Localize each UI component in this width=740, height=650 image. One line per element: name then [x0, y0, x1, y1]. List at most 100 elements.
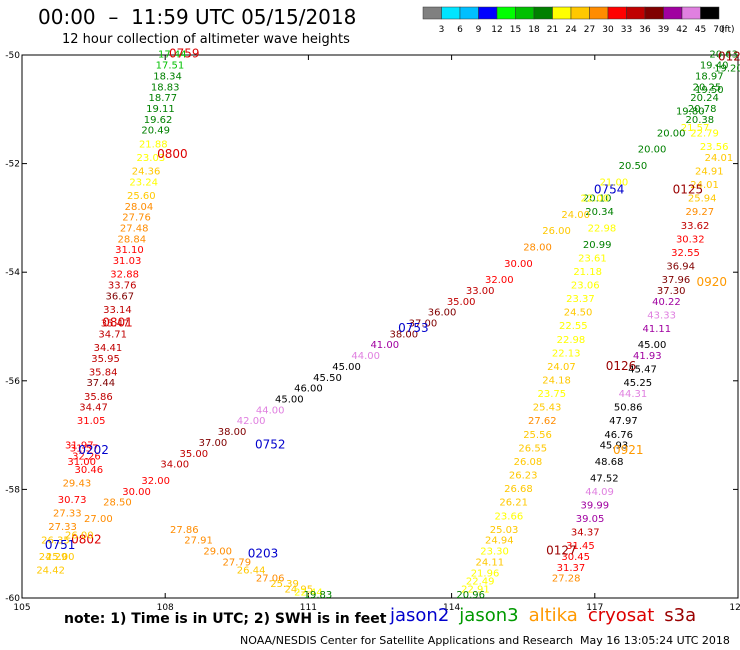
swh-value-label: 46.00 [294, 384, 323, 395]
y-tick-label: -56 [5, 377, 20, 387]
swh-value-label: 27.62 [528, 416, 557, 427]
page-subtitle: 12 hour collection of altimeter wave hei… [62, 32, 350, 47]
colorbar-unit: (ft) [721, 25, 735, 35]
swh-value-label: 18.77 [148, 93, 177, 104]
swh-value-label: 45.00 [332, 362, 361, 373]
swh-value-label: 47.52 [590, 473, 619, 484]
swh-value-label: 35.00 [447, 297, 476, 308]
y-tick-label: -52 [5, 160, 20, 170]
swh-value-label: 45.50 [313, 373, 342, 384]
swh-value-label: 35.86 [84, 392, 113, 403]
swh-value-label: 23.37 [566, 294, 595, 305]
swh-value-label: 32.55 [671, 248, 700, 259]
swh-value-label: 21.18 [573, 267, 602, 278]
x-tick-label: 114 [443, 603, 460, 613]
swh-value-label: 24.50 [564, 308, 593, 319]
legend-entry: cryosat [587, 605, 655, 626]
swh-value-label: 20.49 [141, 126, 170, 137]
swh-value-label: 26.55 [518, 443, 547, 454]
pass-time-label: 0203 [248, 546, 279, 560]
swh-value-label: 20.24 [690, 93, 719, 104]
swh-value-label: 26.44 [237, 566, 266, 577]
swh-value-label: 27.86 [170, 525, 199, 536]
page-title: 00:00 – 11:59 UTC 05/15/2018 [38, 5, 357, 29]
swh-value-label: 33.62 [681, 221, 710, 232]
credit-line: NOAA/NESDIS Center for Satellite Applica… [240, 634, 574, 647]
colorbar-tick: 27 [584, 25, 595, 35]
colorbar-tick: 18 [528, 25, 540, 35]
swh-value-label: 23.66 [495, 511, 524, 522]
swh-value-label: 44.00 [351, 351, 380, 362]
swh-value-label: 25.43 [533, 403, 562, 414]
swh-value-label: 19.40 [700, 61, 729, 72]
swh-value-label: 34.47 [79, 403, 108, 414]
swh-value-label: 31.45 [566, 541, 595, 552]
swh-value-label: 37.44 [86, 378, 115, 389]
swh-value-label: 25.60 [127, 191, 156, 202]
swh-value-label: 28.00 [523, 242, 552, 253]
swh-value-label: 20.50 [619, 161, 648, 172]
swh-value-label: 30.32 [676, 234, 705, 245]
swh-value-label: 30.46 [75, 465, 104, 476]
swh-value-label: 23.75 [538, 389, 567, 400]
swh-value-label: 32.26 [72, 452, 101, 463]
swh-value-label: 20.34 [585, 207, 614, 218]
swh-value-label: 20.63 [709, 50, 738, 61]
swh-value-label: 20.00 [657, 128, 686, 139]
x-tick-label: 120 [729, 603, 740, 613]
plot-frame [21, 54, 739, 599]
swh-value-label: 24.11 [475, 557, 504, 568]
swh-value-label: 33.00 [466, 286, 495, 297]
swh-value-label: 22.79 [690, 128, 719, 139]
swh-value-label: 40.22 [652, 297, 681, 308]
swh-value-label: 27.79 [222, 557, 251, 568]
pass-time-label: 0126 [606, 359, 637, 373]
x-tick-label: 111 [300, 603, 317, 613]
swh-value-label: 44.31 [619, 389, 648, 400]
swh-value-label: 45.25 [623, 378, 652, 389]
swh-value-label: 24.94 [485, 536, 514, 547]
swh-value-label: 28.04 [125, 202, 154, 213]
swh-value-label: 19.11 [146, 104, 175, 115]
swh-value-label: 45.00 [275, 395, 304, 406]
swh-value-label: 23.06 [571, 280, 600, 291]
swh-value-label: 26.00 [542, 226, 571, 237]
swh-value-label: 26.23 [509, 471, 538, 482]
swh-value-label: 41.00 [370, 340, 399, 351]
colorbar-tick: 15 [510, 25, 521, 35]
swh-value-label: 31.00 [67, 457, 96, 468]
swh-value-label: 35.95 [91, 354, 120, 365]
swh-value-label: 22.91 [461, 585, 490, 596]
swh-value-label: 29.27 [685, 207, 714, 218]
swh-value-label: 24.91 [695, 166, 724, 177]
swh-value-label: 26.21 [499, 498, 528, 509]
swh-value-label: 22.98 [557, 335, 586, 346]
swh-value-label: 20.96 [456, 590, 485, 601]
swh-value-label: 37.00 [409, 319, 438, 330]
x-tick-label: 108 [157, 603, 174, 613]
swh-value-label: 37.96 [662, 275, 691, 286]
swh-value-label: 18.34 [153, 71, 182, 82]
swh-value-label: 35.84 [89, 367, 118, 378]
swh-value-label: 27.76 [122, 213, 151, 224]
swh-value-label: 36.67 [106, 291, 135, 302]
generated-timestamp: May 16 13:05:24 UTC 2018 [580, 634, 730, 647]
swh-value-label: 19.20 [714, 63, 740, 74]
pass-time-label: 0753 [398, 321, 429, 335]
swh-value-label: 27.48 [120, 223, 149, 234]
swh-value-label: 19.62 [144, 115, 173, 126]
swh-value-label: 18.97 [695, 71, 724, 82]
swh-value-label: 27.06 [256, 574, 285, 585]
pass-time-label: 0800 [157, 147, 188, 161]
swh-value-label: 44.00 [256, 405, 285, 416]
swh-value-label: 26.68 [504, 484, 533, 495]
swh-value-label: 38.00 [218, 427, 247, 438]
swh-value-label: 37.00 [199, 438, 228, 449]
swh-value-label: 20.25 [693, 82, 722, 93]
swh-value-label: 31.10 [115, 245, 144, 256]
pass-time-label: 0802 [71, 533, 102, 547]
swh-value-label: 26.08 [514, 457, 543, 468]
legend-entry: s3a [664, 605, 697, 626]
swh-value-label: 17.51 [156, 61, 185, 72]
